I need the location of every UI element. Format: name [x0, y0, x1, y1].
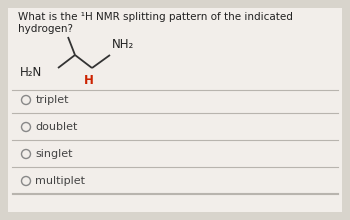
Text: triplet: triplet	[35, 95, 69, 105]
Text: What is the ¹H NMR splitting pattern of the indicated hydrogen?: What is the ¹H NMR splitting pattern of …	[18, 12, 293, 34]
Text: multiplet: multiplet	[35, 176, 85, 186]
Text: H₂N: H₂N	[20, 66, 42, 79]
Text: H: H	[84, 74, 94, 87]
Text: NH₂: NH₂	[112, 38, 134, 51]
Text: singlet: singlet	[35, 149, 73, 159]
FancyBboxPatch shape	[8, 8, 342, 212]
Text: doublet: doublet	[35, 122, 78, 132]
